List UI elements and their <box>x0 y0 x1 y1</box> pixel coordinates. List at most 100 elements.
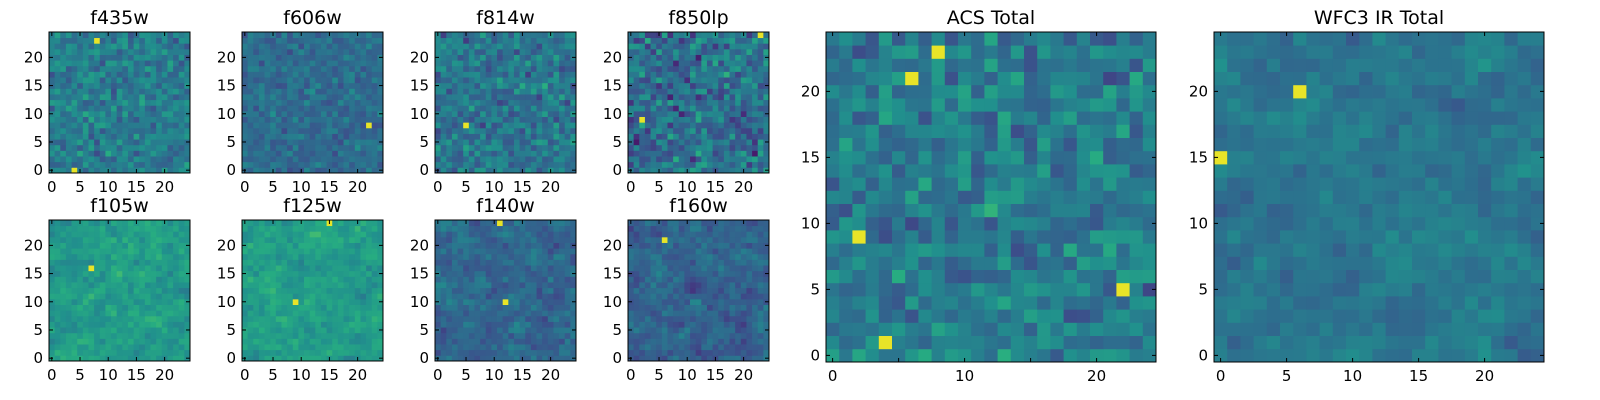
heatmap-cell <box>99 139 106 146</box>
heatmap-cell <box>161 110 168 117</box>
heatmap-cell <box>644 133 651 140</box>
heatmap-cell <box>99 110 106 117</box>
heatmap-cell <box>712 144 719 151</box>
heatmap-cell <box>133 65 140 72</box>
heatmap-cell <box>480 105 487 112</box>
heatmap-cell <box>519 77 526 84</box>
heatmap-cell <box>139 105 146 112</box>
heatmap-cell <box>553 225 560 232</box>
heatmap-cell <box>553 167 560 174</box>
heatmap-cell <box>320 332 327 339</box>
heatmap-cell <box>644 287 651 294</box>
heatmap-cell <box>82 150 89 157</box>
heatmap-cell <box>292 242 299 249</box>
heatmap-cell <box>354 265 361 272</box>
heatmap-cell <box>547 310 554 317</box>
heatmap-cell <box>553 338 560 345</box>
heatmap-cell <box>60 242 67 249</box>
heatmap-cell <box>270 144 277 151</box>
heatmap-cell <box>309 287 316 294</box>
x-tick-label: 20 <box>734 178 753 196</box>
x-tick-label: 15 <box>513 366 532 384</box>
heatmap-cell <box>309 248 316 255</box>
heatmap-cell <box>315 276 322 283</box>
heatmap-cell <box>740 282 747 289</box>
heatmap-cell <box>729 349 736 356</box>
heatmap-cell <box>757 349 764 356</box>
heatmap-cell <box>354 310 361 317</box>
heatmap-cell <box>320 37 327 44</box>
heatmap-cell <box>247 65 254 72</box>
heatmap-cell <box>366 248 373 255</box>
heatmap-cell <box>88 150 95 157</box>
heatmap-cell <box>684 270 691 277</box>
heatmap-cell <box>468 94 475 101</box>
heatmap-cell <box>122 310 129 317</box>
heatmap-cell <box>553 355 560 362</box>
heatmap-cell <box>547 133 554 140</box>
heatmap-cell <box>116 265 123 272</box>
heatmap-cell <box>264 259 271 266</box>
heatmap-cell <box>752 105 759 112</box>
heatmap-cell <box>435 77 442 84</box>
heatmap-cell <box>542 270 549 277</box>
heatmap-cell <box>60 88 67 95</box>
heatmap-cell <box>105 144 112 151</box>
heatmap-cell <box>292 231 299 238</box>
heatmap-cell <box>497 48 504 55</box>
heatmap-cell <box>116 127 123 134</box>
heatmap-cell <box>304 144 311 151</box>
heatmap-cell <box>304 304 311 311</box>
heatmap-cell <box>258 150 265 157</box>
heatmap-cell <box>371 150 378 157</box>
heatmap-cell <box>144 338 151 345</box>
heatmap-cell <box>270 94 277 101</box>
heatmap-cell <box>349 48 356 55</box>
heatmap-cell <box>122 287 129 294</box>
heatmap-cell <box>304 82 311 89</box>
heatmap-cell <box>542 259 549 266</box>
heatmap-cell <box>440 225 447 232</box>
heatmap-cell <box>94 236 101 243</box>
heatmap-cell <box>497 156 504 163</box>
heatmap-cell <box>377 133 384 140</box>
heatmap-cell <box>706 122 713 129</box>
heatmap-cell <box>559 116 566 123</box>
heatmap-cell <box>94 110 101 117</box>
heatmap-cell <box>451 315 458 322</box>
heatmap-cell <box>457 60 464 67</box>
heatmap-cell <box>105 48 112 55</box>
heatmap-cell <box>639 321 646 328</box>
heatmap-cell <box>480 48 487 55</box>
heatmap-cell <box>667 82 674 89</box>
heatmap-cell <box>270 156 277 163</box>
heatmap-cell <box>639 304 646 311</box>
heatmap-cell <box>88 133 95 140</box>
heatmap-cell <box>156 293 163 300</box>
heatmap-cell <box>639 122 646 129</box>
heatmap-cell <box>530 282 537 289</box>
heatmap-cell <box>513 122 520 129</box>
heatmap-cell <box>474 310 481 317</box>
heatmap-cell <box>105 71 112 78</box>
heatmap-cell <box>440 310 447 317</box>
heatmap-cell <box>173 105 180 112</box>
heatmap-cell <box>451 276 458 283</box>
heatmap-cell <box>309 231 316 238</box>
heatmap-cell <box>242 105 249 112</box>
heatmap-cell <box>111 54 118 61</box>
heatmap-cell <box>270 298 277 305</box>
heatmap-cell <box>564 105 571 112</box>
heatmap-cell <box>491 122 498 129</box>
heatmap-cell <box>173 304 180 311</box>
heatmap-cell <box>320 82 327 89</box>
heatmap-cell <box>94 293 101 300</box>
heatmap-cell <box>65 265 72 272</box>
heatmap-cell <box>440 315 447 322</box>
heatmap-cell <box>184 105 191 112</box>
heatmap-cell <box>502 65 509 72</box>
heatmap-cell <box>111 105 118 112</box>
heatmap-cell <box>525 43 532 50</box>
heatmap-cell <box>435 116 442 123</box>
heatmap-cell <box>178 82 185 89</box>
